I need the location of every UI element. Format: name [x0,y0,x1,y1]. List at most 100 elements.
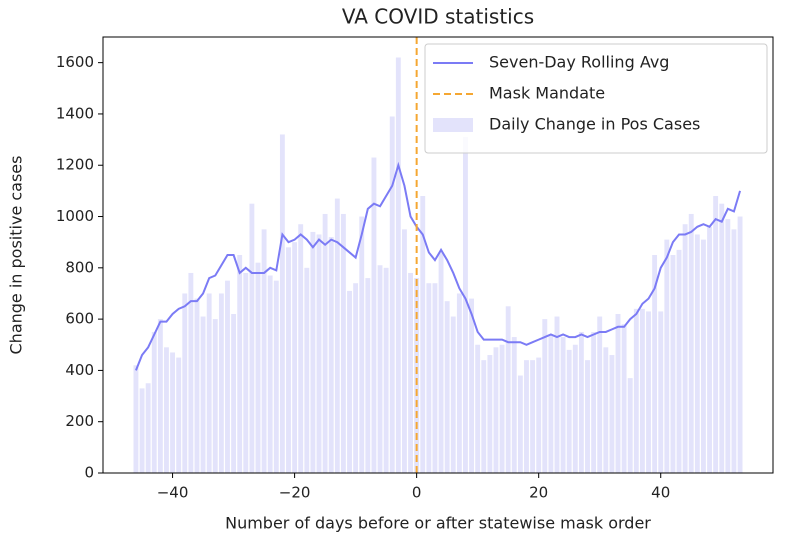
bar [517,375,523,473]
bar [182,293,188,473]
bar [139,388,145,473]
bar [347,290,352,473]
bar [469,298,475,473]
bar [688,213,694,473]
bar [646,311,651,473]
bar [194,298,200,473]
bar [322,213,328,473]
bar [530,360,536,473]
bar [694,234,700,473]
y-tick-label: 1200 [56,156,94,174]
bar [334,198,340,473]
bar [225,280,230,473]
bar [432,283,438,473]
bar [536,357,542,473]
bar [359,216,365,473]
bar [682,224,688,473]
x-tick-label: −40 [157,484,189,502]
bar [713,196,719,473]
legend-swatch [433,118,473,132]
bar [615,313,621,473]
bar [627,378,633,473]
bar [395,57,401,474]
bar [200,316,206,473]
x-tick-label: 20 [529,484,548,502]
bar [377,265,383,473]
bar [340,213,346,473]
legend-label: Seven-Day Rolling Avg [489,53,669,72]
bar [707,226,712,473]
bar [444,301,450,473]
bar [499,344,505,473]
bar [487,355,493,473]
bar [737,216,743,473]
bar [365,278,371,473]
bar [566,349,572,473]
bar [597,316,603,473]
bar [621,324,627,473]
bar [554,316,560,473]
bar [493,347,499,473]
bar [505,306,511,473]
bar [456,293,462,473]
bar [475,344,481,473]
y-tick-label: 200 [65,412,94,430]
y-tick-label: 400 [65,361,94,379]
y-tick-label: 1400 [56,104,94,122]
y-tick-label: 0 [84,464,94,482]
bar [609,355,615,473]
bar [157,319,163,473]
y-tick-label: 1600 [56,53,94,71]
bar [170,352,176,473]
legend-box [424,43,768,154]
bar [603,347,609,473]
bar [511,337,517,473]
bar [188,272,194,473]
bar [371,157,377,473]
legend-label: Mask Mandate [489,84,605,103]
x-tick-label: −20 [279,484,311,502]
bar [700,239,706,473]
bar [585,360,590,473]
bar [548,334,554,473]
bar [249,203,255,474]
bar [414,278,420,473]
bar [353,283,359,473]
y-axis-label: Change in positive cases [7,156,26,355]
bar [298,224,304,473]
x-tick-label: 40 [651,484,670,502]
bar [316,234,322,473]
bar [719,203,725,474]
bar [438,252,444,473]
bar [243,272,249,473]
bar [542,319,548,473]
bar [731,229,737,473]
bar [279,134,285,474]
bar [237,255,243,473]
bar [206,293,212,473]
bar [292,242,298,473]
bar [420,196,426,473]
bar [286,247,291,473]
bar [524,360,529,473]
bar [273,280,279,473]
bar [639,308,645,473]
bar [572,344,578,473]
bar [212,319,218,473]
chart-title: VA COVID statistics [342,5,534,29]
bar [450,316,456,473]
bar [658,311,664,473]
bar [383,267,389,473]
bar [164,347,169,473]
bar [664,239,670,473]
bar [591,331,597,473]
bar [267,275,273,473]
bar [401,229,407,473]
bar [151,331,157,473]
bar [133,365,139,473]
bar [463,137,468,473]
bar [328,237,334,473]
bar [481,360,487,473]
bar [218,293,224,473]
